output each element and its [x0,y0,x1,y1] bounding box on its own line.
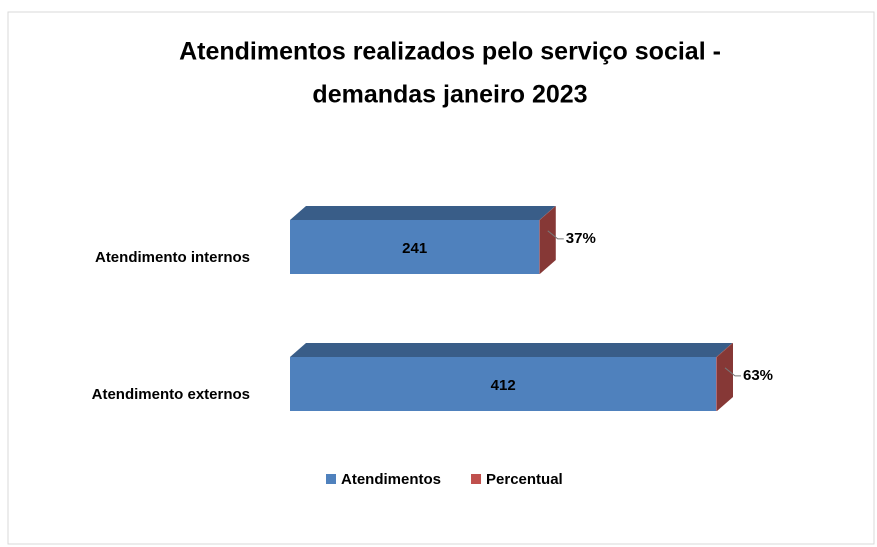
legend-swatch [326,474,336,484]
bar-side [717,343,733,411]
value-label: 241 [402,240,427,257]
bar-top [539,206,556,220]
bar [539,220,540,274]
value-label: 412 [491,377,516,394]
chart-subtitle: demandas janeiro 2023 [312,81,587,109]
bar-top [290,343,733,357]
bar-top [290,206,556,220]
chart-title: Atendimentos realizados pelo serviço soc… [179,38,721,66]
bar-top [716,343,733,357]
category-label: Atendimento externos [92,386,250,403]
legend-label: Atendimentos [341,471,441,488]
bar [290,357,717,411]
category-label: Atendimento internos [95,249,250,266]
leader-line [724,367,741,377]
chart-border [7,11,875,545]
legend-label: Percentual [486,471,563,488]
bar [290,220,540,274]
value-label: 37% [566,230,596,247]
value-label: 63% [743,367,773,384]
legend-swatch [471,474,482,484]
leader-line [547,230,564,240]
bar-side [539,206,556,274]
bar [716,357,717,411]
